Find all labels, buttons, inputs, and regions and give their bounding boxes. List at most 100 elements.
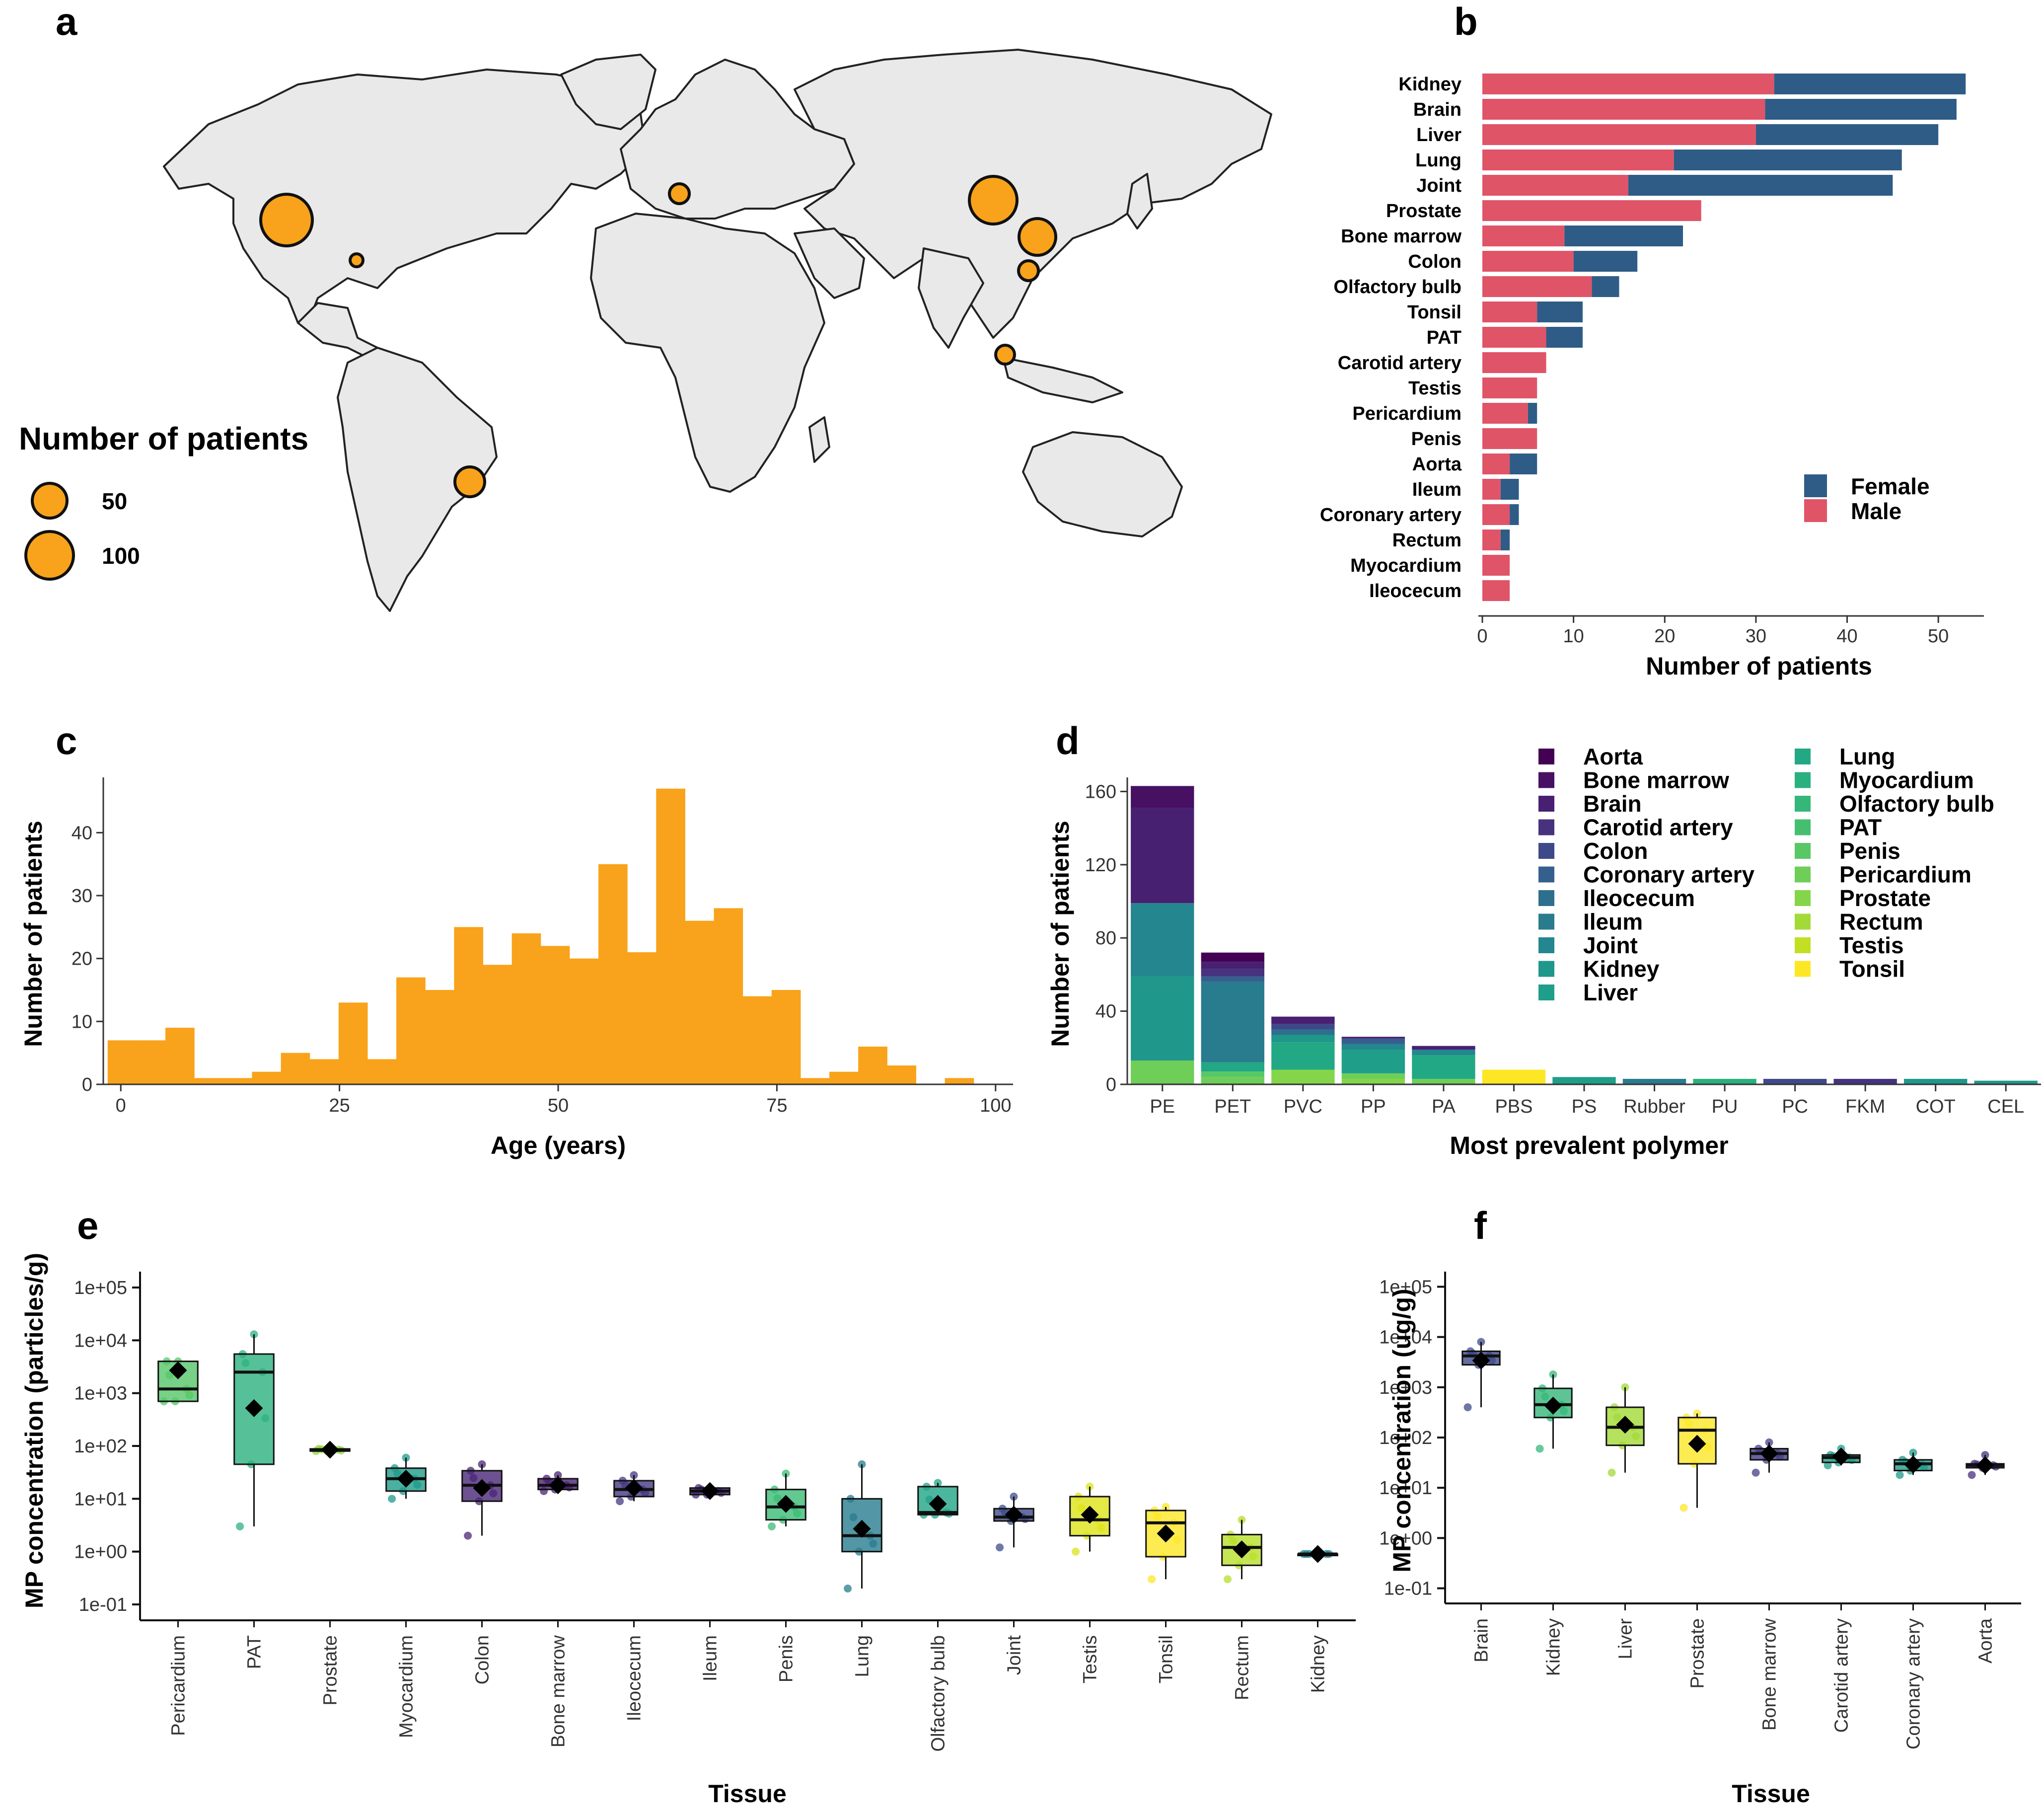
histogram-bin — [656, 788, 685, 1084]
e-x-tick-label: Ileum — [700, 1635, 721, 1681]
legend-label: Penis — [1839, 838, 1900, 864]
legend-label-male: Male — [1851, 498, 1901, 524]
histogram-bin — [858, 1047, 887, 1084]
e-x-tick-label: Ileocecum — [624, 1635, 645, 1721]
greenland-landmass — [560, 54, 657, 130]
panel-f-mp-mass-boxplot: 1e-01 1e+00 1e+01 1e+02 1e+03 1e+04 1e+05 Brain… — [1379, 1272, 2021, 1808]
e-y-tick-label: 1e+01 — [74, 1489, 127, 1510]
bar-segment-lung — [1271, 1042, 1335, 1070]
world-map — [163, 49, 1272, 612]
c-y-axis-title: Number of patients — [19, 821, 47, 1047]
bar-segment-lung — [1412, 1055, 1475, 1079]
legend-swatch — [1795, 843, 1811, 859]
d-x-tick-label: CEL — [1987, 1096, 2024, 1117]
category-label: Ileocecum — [1369, 581, 1461, 602]
legend-swatch — [1538, 772, 1554, 788]
bar-segment-joint — [1341, 1044, 1405, 1050]
legend-label: Colon — [1583, 838, 1648, 864]
legend-label: Myocardium — [1839, 767, 1974, 793]
f-x-tick-label: Aorta — [1975, 1618, 1996, 1664]
legend-label: Aorta — [1583, 744, 1643, 769]
histogram-bin — [165, 1028, 195, 1084]
d-y-tick-label: 120 — [1085, 855, 1116, 876]
category-label: Olfactory bulb — [1333, 277, 1461, 298]
mean-marker — [1472, 1352, 1490, 1370]
legend-label: Coronary artery — [1583, 862, 1755, 888]
f-x-axis-title: Tissue — [1732, 1780, 1810, 1808]
d-x-axis-title: Most prevalent polymer — [1450, 1132, 1728, 1159]
mean-marker — [853, 1519, 871, 1538]
bar-segment-ileum — [1622, 1078, 1686, 1084]
data-point — [1679, 1504, 1688, 1512]
e-x-tick-label: Rectum — [1232, 1635, 1253, 1700]
bar-male-coronary-artery — [1482, 504, 1510, 525]
bar-male-carotid-artery — [1482, 352, 1546, 373]
bar-segment-joint — [1412, 1049, 1475, 1056]
bar-segment-ileocecum — [1271, 1029, 1335, 1035]
panel-label-f: f — [1474, 1204, 1487, 1247]
map-legend: Number of patients 50 100 — [19, 421, 308, 581]
bar-male-colon — [1482, 251, 1574, 272]
e-y-tick-label: 1e+03 — [74, 1383, 127, 1404]
histogram-bin — [425, 990, 454, 1084]
legend-swatch — [1795, 961, 1811, 977]
bar-female-pat — [1546, 327, 1583, 348]
data-point — [1968, 1471, 1976, 1479]
d-y-tick-label: 40 — [1095, 1001, 1116, 1022]
legend-swatch — [1795, 819, 1811, 835]
patient-count-bubble — [968, 175, 1019, 226]
f-y-tick-label: 1e+03 — [1379, 1377, 1432, 1398]
mean-marker — [1760, 1444, 1778, 1463]
histogram-bin — [252, 1071, 282, 1084]
d-x-tick-label: FKM — [1845, 1096, 1885, 1117]
mean-marker — [625, 1479, 643, 1497]
mean-marker — [1157, 1524, 1175, 1543]
histogram-bin — [483, 965, 512, 1084]
legend-label: Brain — [1583, 791, 1642, 817]
c-axes: 0 25 50 75 100 0 10 20 30 40 — [72, 777, 1013, 1116]
data-point — [768, 1522, 776, 1530]
b-x-axis-title: Number of patients — [1646, 652, 1872, 680]
bar-segment-myocardium — [1693, 1078, 1756, 1084]
bar-segment-brain — [1341, 1037, 1405, 1039]
southeast-asia-islands — [1002, 357, 1123, 403]
bar-segment-colon — [1763, 1078, 1827, 1084]
north-america-landmass — [163, 69, 647, 324]
bar-female-rectum — [1500, 530, 1510, 550]
d-y-tick-label: 80 — [1095, 928, 1116, 949]
category-label: Colon — [1408, 251, 1461, 272]
c-y-tick-label: 10 — [72, 1011, 92, 1032]
c-x-tick-label: 75 — [766, 1095, 787, 1116]
f-y-tick-label: 1e+00 — [1379, 1528, 1432, 1549]
e-y-tick-label: 1e+05 — [74, 1278, 127, 1298]
histogram-bin — [887, 1065, 916, 1084]
category-label: Aorta — [1412, 454, 1462, 475]
bar-segment-brain — [1131, 808, 1194, 904]
bar-segment-kidney — [1131, 976, 1194, 1061]
b-x-tick-label: 0 — [1477, 626, 1487, 647]
mean-marker — [1309, 1545, 1327, 1563]
b-x-tick-label: 10 — [1563, 626, 1584, 647]
data-point — [1224, 1575, 1232, 1584]
histogram-bin — [281, 1053, 310, 1084]
e-x-tick-label: Joint — [1004, 1635, 1025, 1675]
histogram-bin — [945, 1078, 974, 1084]
data-point — [236, 1522, 244, 1530]
bar-segment-colon — [1271, 1024, 1335, 1030]
bar-segment-pericardium — [1131, 1061, 1194, 1084]
d-x-tick-label: Rubber — [1623, 1096, 1685, 1117]
f-x-tick-label: Kidney — [1543, 1618, 1564, 1676]
legend-swatch — [1538, 985, 1554, 1000]
bar-male-rectum — [1482, 530, 1501, 550]
c-y-tick-label: 30 — [72, 886, 92, 907]
c-bars — [107, 788, 974, 1084]
histogram-bin — [540, 946, 570, 1084]
category-label: Brain — [1413, 99, 1461, 120]
bar-segment-ileum — [1201, 982, 1264, 1062]
legend-label: Joint — [1583, 932, 1638, 958]
bar-male-bone-marrow — [1482, 226, 1565, 246]
panel-label-a: a — [56, 0, 77, 43]
f-y-tick-label: 1e+01 — [1379, 1478, 1432, 1499]
mean-marker — [1081, 1506, 1099, 1524]
mean-marker — [1832, 1447, 1850, 1466]
